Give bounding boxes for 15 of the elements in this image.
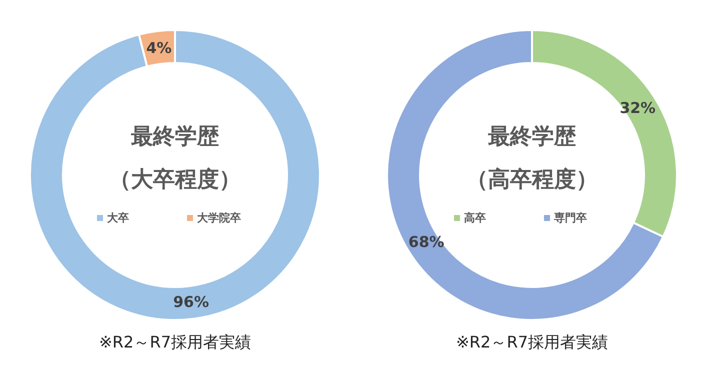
data-label: 96% [173,292,209,311]
text: （高卒程度） [466,166,598,192]
data-label: 4% [146,39,172,58]
text: ※R2～R7採用者実績 [99,332,251,352]
text: 最終学歴 [487,124,576,150]
legend-label: 大卒 [107,212,129,224]
donut-slice [29,29,321,321]
text: 最終学歴 [130,124,219,150]
data-label: 68% [408,233,444,252]
legend-label: 大学院卒 [197,212,241,224]
data-label: 32% [620,98,656,117]
legend-label: 高卒 [464,212,486,224]
legend-label: 専門卒 [553,212,587,224]
text: （大卒程度） [109,166,241,192]
text: ※R2～R7採用者実績 [456,332,608,352]
